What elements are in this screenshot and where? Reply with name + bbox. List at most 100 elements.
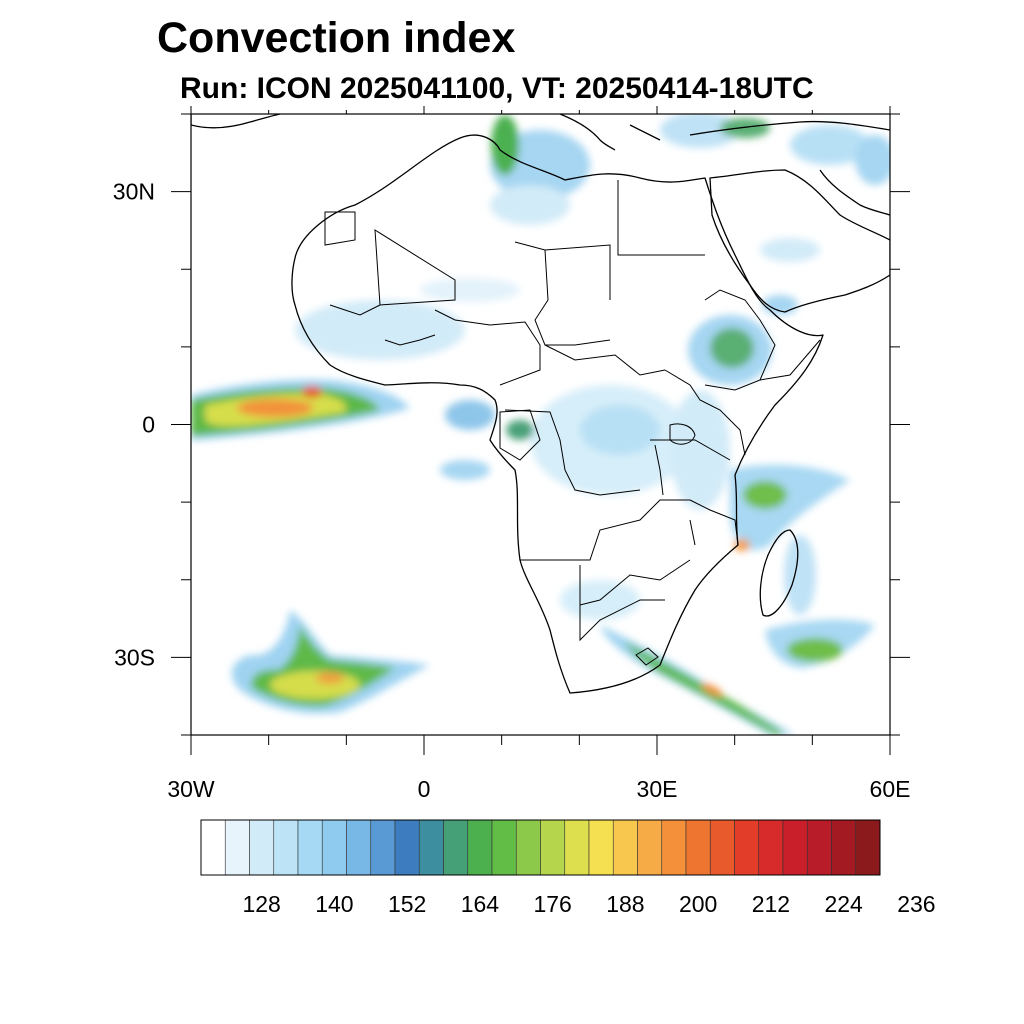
- ethiopia-green: [710, 328, 754, 368]
- central-african-border: [544, 344, 666, 376]
- maghreb-green: [491, 115, 519, 175]
- east-africa-light: [670, 390, 730, 510]
- libya-chad-border: [514, 241, 611, 300]
- south-atlantic-core: [316, 672, 344, 684]
- south-africa-border: [579, 599, 665, 642]
- colorbar-label: 140: [315, 891, 353, 917]
- colorbar-label: 224: [824, 891, 863, 917]
- middle-east-blue: [790, 125, 870, 165]
- arabia-light: [760, 238, 820, 262]
- colorbar-swatch: [515, 819, 541, 876]
- colorbar-label: 212: [752, 891, 790, 917]
- colorbar-label: 152: [388, 891, 426, 917]
- tick-layer: [171, 106, 910, 755]
- itcz-core-red: [302, 386, 322, 398]
- colorbar-swatch: [540, 819, 566, 876]
- x-tick-label: 30E: [637, 776, 678, 802]
- y-tick-label: 30N: [113, 179, 155, 205]
- greece-coastline: [629, 124, 661, 141]
- colorbar-label: 188: [606, 891, 644, 917]
- lake-malawi: [689, 519, 696, 546]
- madagascar-green: [743, 481, 787, 509]
- turkey-coastline: [689, 120, 890, 136]
- iberia-coastline: [191, 114, 281, 129]
- chad-sudan-border: [534, 249, 611, 346]
- arabia-coastline: [709, 169, 890, 313]
- southeast-front-core: [701, 683, 723, 697]
- colorbar-label: 176: [533, 891, 571, 917]
- nigeria-border: [434, 309, 541, 386]
- colorbar-swatch: [418, 819, 444, 876]
- lake-tanganyika: [654, 444, 664, 496]
- colorbar: [200, 819, 881, 876]
- colorbar-swatch: [661, 819, 687, 876]
- colorbar-swatch: [758, 819, 784, 876]
- colorbar-swatch: [224, 819, 250, 876]
- colorbar-border: [200, 819, 881, 876]
- y-tick-label: 0: [142, 412, 155, 438]
- colorbar-swatch: [273, 819, 299, 876]
- border-layer: [324, 180, 821, 666]
- east-africa-border: [664, 369, 746, 456]
- colorbar-swatch: [491, 819, 517, 876]
- x-tick-label: 0: [418, 776, 431, 802]
- colorbar-swatch: [467, 819, 493, 876]
- sahara-border-west: [324, 211, 356, 246]
- colorbar-swatch: [370, 819, 396, 876]
- colorbar-swatch: [564, 819, 590, 876]
- sahel-light: [420, 278, 520, 302]
- colorbar-swatch: [612, 819, 638, 876]
- colorbar-swatch: [637, 819, 663, 876]
- gulf-guinea-blue: [440, 460, 490, 480]
- angola-zambia-border: [520, 499, 690, 561]
- west-africa-border-1: [329, 304, 381, 316]
- somalia-border: [759, 339, 821, 381]
- colorbar-label: 164: [461, 891, 500, 917]
- colorbar-label: 236: [897, 891, 935, 917]
- colorbar-swatch: [297, 819, 323, 876]
- egypt-sudan-border: [617, 180, 705, 256]
- map-title: Convection index: [157, 14, 516, 62]
- gabon-blue: [445, 400, 495, 430]
- persian-gulf-coastline: [819, 169, 890, 216]
- map-subtitle: Run: ICON 2025041100, VT: 20250414-18UTC: [180, 72, 814, 105]
- y-tick-label: 30S: [114, 644, 155, 670]
- southern-africa-border: [579, 559, 691, 606]
- colorbar-swatch: [734, 819, 760, 876]
- africa-coastline: [291, 134, 824, 694]
- x-tick-label: 60E: [870, 776, 911, 802]
- colorbar-swatch: [782, 819, 808, 876]
- west-africa-border-2: [384, 334, 436, 346]
- italy-coastline: [559, 114, 616, 151]
- lesotho-border: [635, 647, 659, 666]
- algeria-mali-border: [374, 229, 456, 306]
- indian-ocean-green: [787, 638, 843, 662]
- lake-victoria: [669, 423, 696, 445]
- mediterranean-blue: [660, 114, 740, 148]
- gabon-green: [506, 420, 534, 440]
- colorbar-swatch: [588, 819, 614, 876]
- ethiopia-border: [704, 289, 776, 391]
- west-africa-light: [295, 300, 465, 360]
- colorbar-label: 200: [679, 891, 717, 917]
- coastline-layer: [191, 114, 890, 694]
- colorbar-swatch: [346, 819, 372, 876]
- iran-blue: [855, 135, 890, 185]
- madagascar-blue: [730, 464, 850, 551]
- colorbar-label: 128: [242, 891, 280, 917]
- colorbar-swatch: [200, 819, 226, 876]
- colorbar-labels: 128 140 152 164 176 188 200 212 224 236: [242, 891, 935, 917]
- x-tick-label: 30W: [167, 776, 215, 802]
- colorbar-swatch: [394, 819, 420, 876]
- mozambique-border: [689, 499, 739, 546]
- kenya-tanzania-border: [650, 439, 731, 461]
- madagascar-coastline: [759, 529, 799, 617]
- sahara-light: [490, 185, 570, 225]
- colorbar-swatch: [321, 819, 347, 876]
- gabon-border: [499, 409, 541, 461]
- colorbar-swatch: [831, 819, 857, 876]
- south-atlantic-yellow: [270, 671, 360, 699]
- colorbar-swatch: [443, 819, 469, 876]
- southeast-front-blue: [600, 625, 795, 735]
